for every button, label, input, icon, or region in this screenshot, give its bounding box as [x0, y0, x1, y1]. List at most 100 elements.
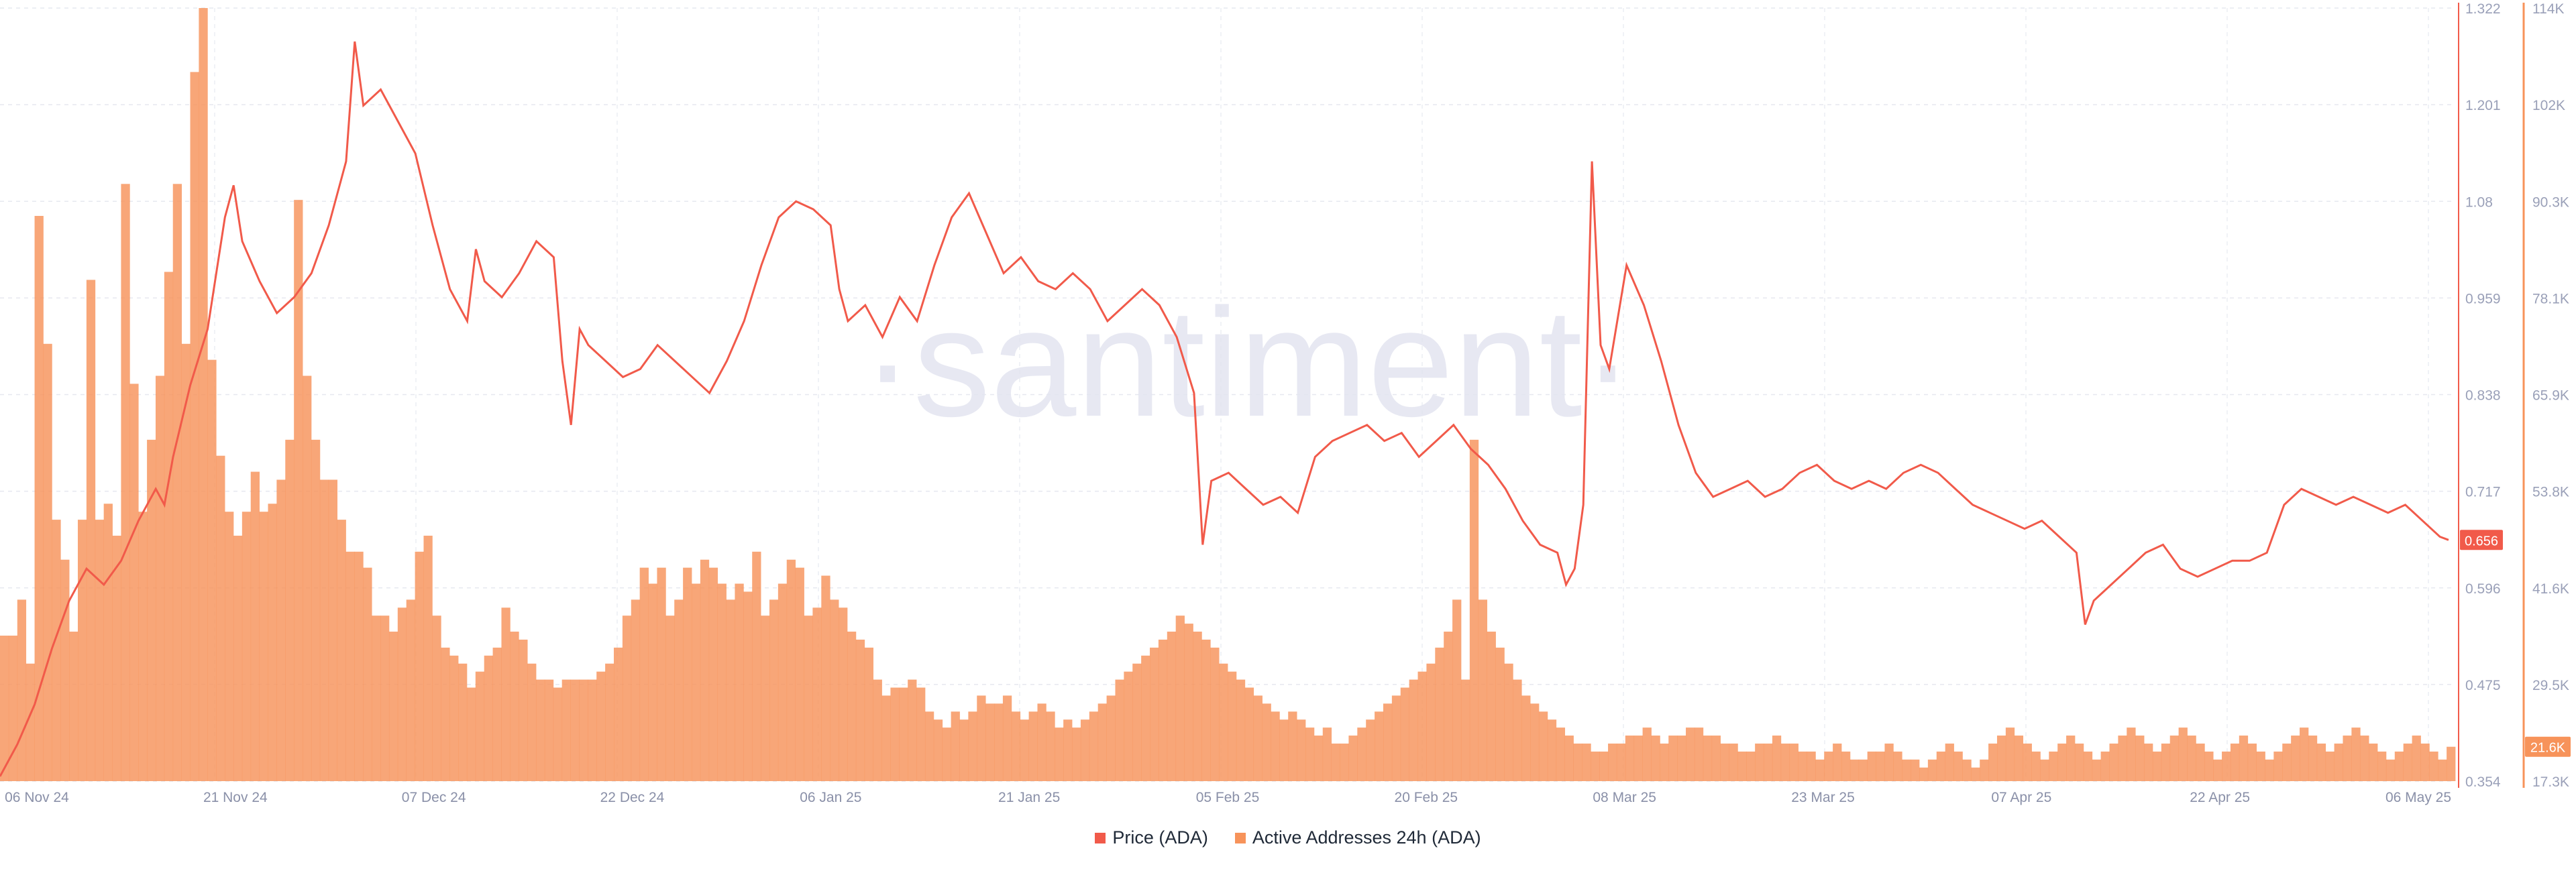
- bar: [1633, 736, 1643, 781]
- bar: [1150, 647, 1159, 781]
- bar: [1115, 679, 1124, 781]
- bar: [1244, 687, 1254, 781]
- bar: [397, 607, 407, 781]
- bar: [233, 535, 243, 781]
- bar: [735, 583, 744, 781]
- price-tick-label: 0.717: [2465, 485, 2501, 500]
- bar: [908, 679, 917, 781]
- bar: [388, 632, 398, 781]
- bar: [207, 359, 217, 781]
- bar: [380, 616, 390, 781]
- bar: [1228, 671, 1237, 781]
- addresses-tick-label: 90.3K: [2532, 194, 2569, 210]
- bar: [1772, 736, 1782, 781]
- bar: [2429, 751, 2438, 781]
- bar: [708, 567, 718, 781]
- bar: [1876, 751, 1885, 781]
- x-tick-label: 06 May 25: [2385, 790, 2451, 805]
- bar: [1789, 743, 1799, 781]
- bar: [121, 184, 130, 782]
- addresses-tick-label: 53.8K: [2532, 485, 2569, 500]
- bar: [1591, 751, 1600, 781]
- bar: [259, 512, 268, 781]
- x-tick-label: 23 Mar 25: [1791, 790, 1855, 805]
- bar: [1175, 616, 1185, 781]
- price-current-badge: [2460, 530, 2503, 550]
- bar: [1011, 711, 1021, 781]
- bar: [605, 663, 614, 781]
- bar: [2377, 751, 2387, 781]
- bar: [77, 520, 87, 781]
- bar: [1703, 736, 1713, 781]
- bar: [1089, 711, 1099, 781]
- bar: [830, 599, 839, 781]
- bar: [1660, 743, 1669, 781]
- bar: [916, 687, 926, 781]
- bar: [1469, 439, 1479, 781]
- bar: [1953, 751, 1963, 781]
- bar: [1487, 632, 1496, 781]
- bar: [2360, 736, 2369, 781]
- price-tick-label: 0.596: [2465, 581, 2501, 597]
- bar: [311, 439, 321, 781]
- bar: [1651, 736, 1660, 781]
- bar: [968, 711, 977, 781]
- bar: [103, 504, 113, 781]
- bar: [2300, 727, 2309, 781]
- legend-item-price[interactable]: Price (ADA): [1095, 827, 1208, 848]
- bar: [319, 479, 329, 781]
- bar: [1028, 711, 1038, 781]
- bar: [553, 687, 563, 781]
- bar: [2074, 743, 2084, 781]
- bar: [2066, 736, 2076, 781]
- bar: [717, 583, 727, 781]
- bar: [1980, 759, 1989, 781]
- bar: [1460, 679, 1470, 781]
- bar: [648, 583, 657, 781]
- bar: [1833, 743, 1842, 781]
- bar: [1037, 703, 1046, 781]
- bar: [1055, 727, 1064, 781]
- bar: [769, 599, 779, 781]
- bar: [155, 375, 165, 781]
- bar: [2178, 727, 2188, 781]
- bar: [2014, 736, 2024, 781]
- bar: [2412, 736, 2421, 781]
- bar: [2316, 743, 2326, 781]
- bar: [1435, 647, 1444, 781]
- bar: [795, 567, 804, 781]
- bar: [1313, 736, 1324, 781]
- bar: [86, 280, 96, 781]
- bar: [1858, 759, 1868, 781]
- bar: [821, 575, 830, 781]
- price-tick-label: 0.838: [2465, 388, 2501, 404]
- bar: [639, 567, 649, 781]
- bar: [1573, 743, 1582, 781]
- bar: [588, 679, 597, 781]
- price-tick-label: 1.201: [2465, 98, 2501, 113]
- bar: [1452, 599, 1462, 781]
- bar: [2343, 736, 2352, 781]
- bar: [415, 551, 424, 781]
- addresses-tick-label: 102K: [2532, 98, 2565, 113]
- bar: [449, 655, 459, 781]
- bar: [2127, 727, 2136, 781]
- bar: [1807, 751, 1816, 781]
- bar: [423, 535, 433, 781]
- bar: [527, 663, 537, 781]
- bar: [2109, 743, 2118, 781]
- bar: [1288, 711, 1297, 781]
- bar: [2083, 751, 2093, 781]
- bar: [864, 647, 874, 781]
- bar: [1357, 727, 1366, 781]
- bar: [839, 607, 848, 781]
- bar: [1167, 632, 1177, 781]
- bar: [0, 635, 9, 781]
- bar: [1305, 727, 1315, 781]
- bar: [25, 663, 35, 781]
- bar: [8, 635, 18, 781]
- bar: [2031, 751, 2041, 781]
- right-axis: 114K 102K 90.3K 78.1K 65.9K 53.8K 41.6K 29.5K 17…: [2522, 1, 2569, 790]
- x-tick-label: 22 Dec 24: [600, 790, 665, 805]
- legend-item-active-addresses[interactable]: Active Addresses 24h (ADA): [1234, 827, 1481, 848]
